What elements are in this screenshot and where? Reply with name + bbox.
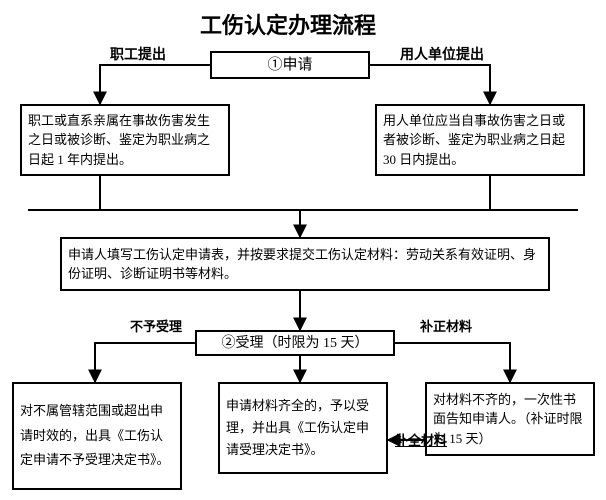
edge-label-not-accepted: 不予受理 [130, 316, 182, 335]
node-employer: 用人单位应当自事故伤害之日或者被诊断、鉴定为职业病之日起 30 日内提出。 [375, 104, 585, 176]
node-reject-text: 对不属管辖范围或超出申请时效的，出具《工伤认定申请不予受理决定书》。 [20, 399, 174, 473]
node-apply: ①申请 [210, 51, 370, 79]
node-employer-text: 用人单位应当自事故伤害之日或者被诊断、鉴定为职业病之日起 30 日内提出。 [383, 111, 577, 170]
node-supplement-text: 对材料不齐的，一次性书面告知申请人。（补证时限为 15 天） [433, 390, 587, 449]
node-approved: 申请材料齐全的，予以受理，并出具《工伤认定申请受理决定书》。 [218, 382, 388, 474]
node-employee-text: 职工或直系亲属在事故伤害发生之日或被诊断、鉴定为职业病之日起 1 年内提出。 [28, 111, 222, 170]
node-fill-form: 申请人填写工伤认定申请表，并按要求提交工伤认定材料：劳动关系有效证明、身份证明、… [60, 237, 550, 291]
node-accept-text: ②受理（时限为 15 天） [203, 333, 387, 354]
edge-label-supplement-all: 补全材料 [395, 430, 447, 449]
node-reject: 对不属管辖范围或超出申请时效的，出具《工伤认定申请不予受理决定书》。 [12, 382, 182, 490]
node-fill-form-text: 申请人填写工伤认定申请表，并按要求提交工伤认定材料：劳动关系有效证明、身份证明、… [68, 245, 542, 284]
node-employee: 职工或直系亲属在事故伤害发生之日或被诊断、鉴定为职业病之日起 1 年内提出。 [20, 104, 230, 176]
flowchart-canvas: 工伤认定办理流程 [0, 0, 606, 500]
edge-label-supplement: 补正材料 [420, 316, 472, 335]
node-approved-text: 申请材料齐全的，予以受理，并出具《工伤认定申请受理决定书》。 [226, 395, 380, 461]
edge-label-employer-submit: 用人单位提出 [400, 44, 484, 64]
edge-label-employee-submit: 职工提出 [110, 44, 166, 64]
node-supplement: 对材料不齐的，一次性书面告知申请人。（补证时限为 15 天） [425, 382, 595, 456]
diagram-title: 工伤认定办理流程 [200, 8, 376, 40]
node-apply-text: ①申请 [218, 54, 362, 77]
node-accept: ②受理（时限为 15 天） [195, 330, 395, 356]
